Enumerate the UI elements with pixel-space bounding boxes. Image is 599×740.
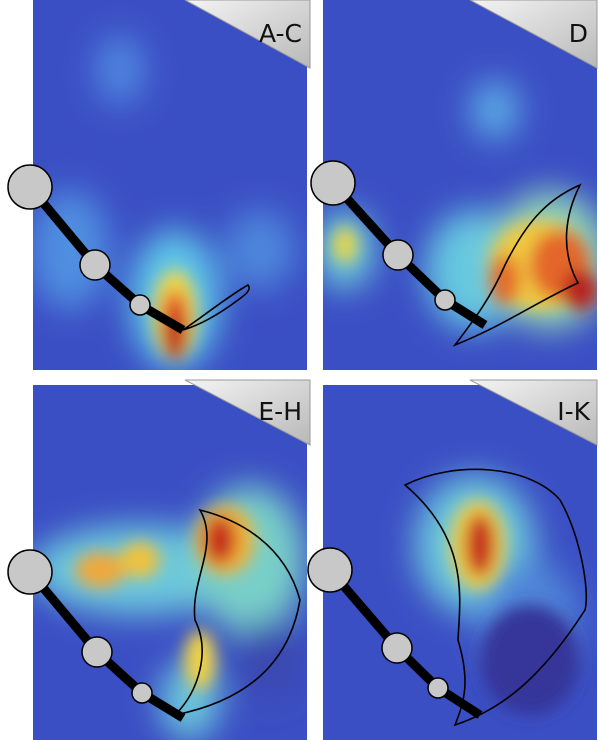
- panel-label: I-K: [557, 397, 590, 426]
- panel-label: D: [569, 19, 588, 48]
- panel-tab: D: [469, 0, 598, 69]
- heatmap-panel: [323, 385, 597, 740]
- panel-tab: E-H: [184, 379, 311, 446]
- panel-tab: A-C: [184, 0, 311, 69]
- panel-label: A-C: [259, 19, 302, 48]
- panel-label: E-H: [258, 397, 302, 426]
- heatmap-panel: [33, 385, 307, 740]
- reach-outlines: [172, 183, 588, 727]
- heatmap-panel: [323, 0, 597, 370]
- arm-diagrams: [7, 160, 488, 722]
- heatmap-panel: [33, 0, 307, 370]
- panel-tab: I-K: [469, 379, 598, 446]
